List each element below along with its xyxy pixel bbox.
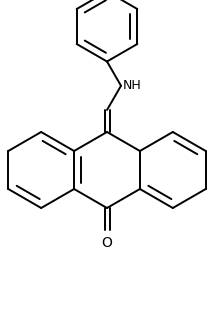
- Text: O: O: [101, 236, 112, 250]
- Text: NH: NH: [123, 79, 142, 92]
